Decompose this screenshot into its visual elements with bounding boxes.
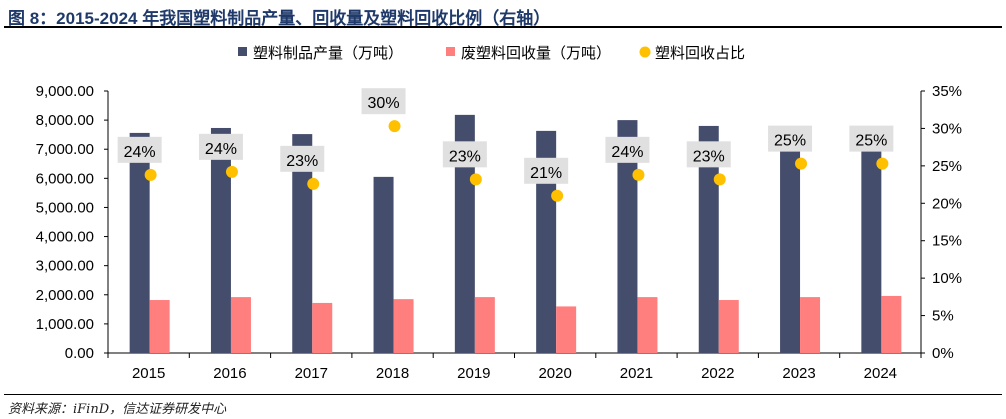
data-label: 23% xyxy=(693,148,725,165)
left-tick-label: 7,000.00 xyxy=(36,141,94,158)
bar-production xyxy=(129,132,150,353)
left-tick-label: 5,000.00 xyxy=(36,199,94,216)
data-label-box xyxy=(198,133,243,160)
data-label: 24% xyxy=(611,144,643,161)
x-tick-label: 2022 xyxy=(701,365,734,382)
bar-recycling xyxy=(312,302,333,353)
bar-recycling xyxy=(474,297,495,353)
bar-production xyxy=(617,120,638,353)
data-label-box xyxy=(768,125,813,152)
bar-recycling xyxy=(800,297,821,353)
right-tick-label: 10% xyxy=(932,270,962,287)
right-tick-label: 30% xyxy=(932,120,962,137)
right-tick-label: 20% xyxy=(932,195,962,212)
data-label: 30% xyxy=(368,95,400,112)
left-tick-label: 4,000.00 xyxy=(36,229,94,246)
x-tick-label: 2019 xyxy=(457,365,490,382)
bar-production xyxy=(536,130,557,353)
point-recycling-ratio xyxy=(225,165,238,178)
x-tick-label: 2020 xyxy=(538,365,571,382)
right-tick-label: 35% xyxy=(932,83,962,100)
data-label-box xyxy=(361,88,406,115)
legend-label: 塑料制品产量（万吨） xyxy=(253,45,403,62)
bar-recycling xyxy=(718,300,739,353)
left-tick-label: 2,000.00 xyxy=(36,287,94,304)
legend-label: 塑料回收占比 xyxy=(655,45,745,62)
x-tick-label: 2021 xyxy=(620,365,653,382)
bar-production xyxy=(454,114,475,353)
bar-production xyxy=(373,176,394,353)
bar-production xyxy=(210,127,231,354)
right-tick-label: 25% xyxy=(932,158,962,175)
figure-title: 图 8：2015-2024 年我国塑料制品产量、回收量及塑料回收比例（右轴） xyxy=(8,9,551,28)
right-tick-label: 15% xyxy=(932,233,962,250)
x-tick-label: 2017 xyxy=(295,365,328,382)
legend-label: 废塑料回收量（万吨） xyxy=(461,45,611,62)
bar-recycling xyxy=(230,297,251,353)
data-label-box xyxy=(686,141,731,168)
title-divider xyxy=(4,26,1002,28)
bar-recycling xyxy=(881,295,902,353)
legend-marker xyxy=(639,46,651,58)
point-recycling-ratio xyxy=(307,177,320,190)
left-tick-label: 1,000.00 xyxy=(36,316,94,333)
point-recycling-ratio xyxy=(632,168,645,181)
x-tick-label: 2023 xyxy=(782,365,815,382)
left-tick-label: 8,000.00 xyxy=(36,112,94,129)
point-recycling-ratio xyxy=(551,189,564,202)
data-label: 25% xyxy=(855,133,887,150)
left-tick-label: 6,000.00 xyxy=(36,170,94,187)
data-label-box xyxy=(117,136,162,163)
x-tick-label: 2016 xyxy=(213,365,246,382)
right-tick-label: 5% xyxy=(932,308,954,325)
point-recycling-ratio xyxy=(876,157,889,170)
bar-recycling xyxy=(556,306,577,353)
x-tick-label: 2024 xyxy=(864,365,897,382)
data-label-box xyxy=(442,141,487,168)
data-label: 23% xyxy=(449,148,481,165)
data-label: 21% xyxy=(530,165,562,182)
bar-production xyxy=(861,149,882,353)
data-label: 25% xyxy=(774,133,806,150)
bar-recycling xyxy=(393,299,414,353)
data-label-box xyxy=(849,125,894,152)
bar-production xyxy=(780,150,801,353)
legend-swatch xyxy=(446,47,455,56)
x-tick-label: 2015 xyxy=(132,365,165,382)
left-tick-label: 0.00 xyxy=(65,345,94,362)
legend-swatch xyxy=(238,47,247,56)
bar-production xyxy=(292,134,313,353)
data-label-box xyxy=(524,157,569,184)
left-tick-label: 9,000.00 xyxy=(36,83,94,100)
point-recycling-ratio xyxy=(795,157,808,170)
right-tick-label: 0% xyxy=(932,345,954,362)
data-label: 24% xyxy=(124,144,156,161)
data-label: 23% xyxy=(286,153,318,170)
left-tick-label: 3,000.00 xyxy=(36,258,94,275)
x-tick-label: 2018 xyxy=(376,365,409,382)
source-note: 资料来源：iFinD，信达证券研发中心 xyxy=(8,402,227,417)
data-label: 24% xyxy=(205,141,237,158)
point-recycling-ratio xyxy=(469,173,482,186)
bar-production xyxy=(698,125,719,353)
bar-recycling xyxy=(637,297,658,353)
point-recycling-ratio xyxy=(713,173,726,186)
source-divider xyxy=(4,394,1002,395)
point-recycling-ratio xyxy=(144,168,157,181)
data-label-box xyxy=(280,145,325,172)
point-recycling-ratio xyxy=(388,120,401,133)
data-label-box xyxy=(605,136,650,163)
bar-recycling xyxy=(149,300,170,353)
